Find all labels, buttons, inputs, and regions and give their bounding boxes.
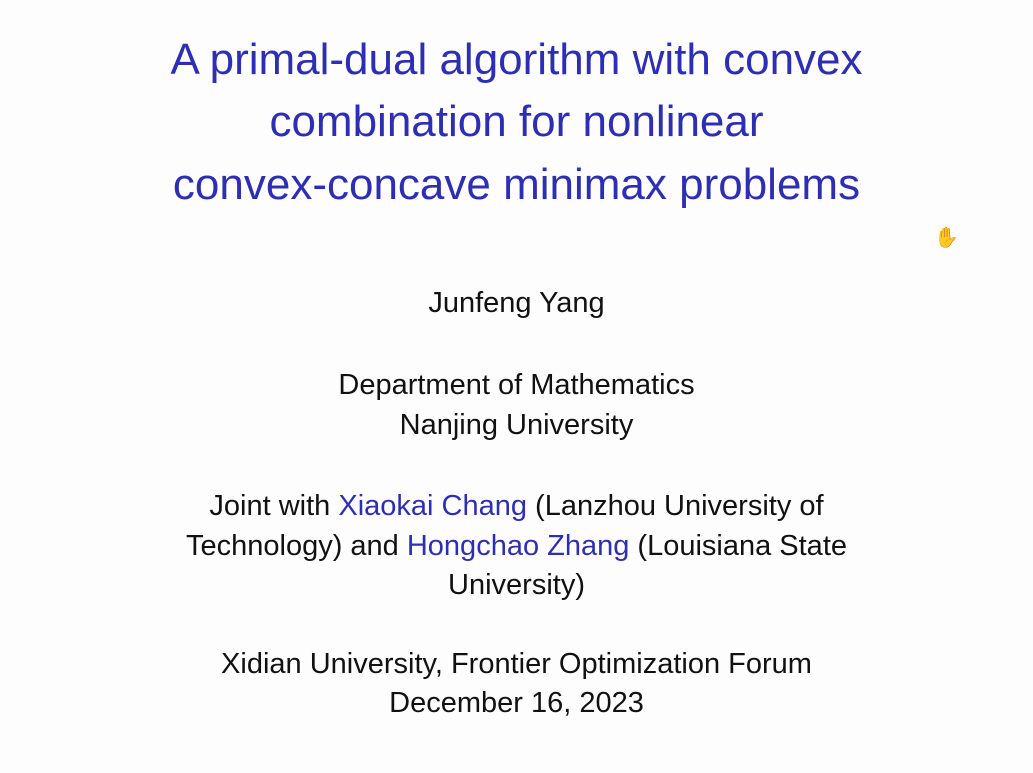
affiliation-univ: Nanjing University [399, 409, 634, 441]
date: December 16, 2023 [389, 687, 644, 719]
venue: Xidian University, Frontier Optimization… [221, 648, 812, 680]
affiliation-dept: Department of Mathematics [338, 369, 695, 401]
author: Junfeng Yang [428, 287, 605, 319]
coauthor-2-affiliation: (Louisiana State [629, 530, 848, 562]
coauthor-1-affiliation-cont: Technology) and [185, 530, 407, 562]
coauthor-1-affiliation: (Lanzhou University of [527, 490, 824, 522]
title-line-2: combination for nonlinear [269, 97, 764, 146]
joint-line-1: Joint with Xiaokai Chang (Lanzhou Univer… [0, 488, 1033, 524]
joint-prefix: Joint with [209, 490, 339, 522]
title-line-1: A primal-dual algorithm with convex [170, 35, 863, 84]
coauthor-2: Hongchao Zhang [406, 530, 630, 562]
joint-line-3: University) [448, 569, 585, 601]
title-line-3: convex-concave minimax problems [172, 160, 861, 209]
coauthor-1: Xiaokai Chang [338, 490, 527, 522]
hand-grab-cursor-icon: ✋ [934, 227, 959, 249]
joint-line-2: Technology) and Hongchao Zhang (Louisian… [0, 528, 1033, 564]
